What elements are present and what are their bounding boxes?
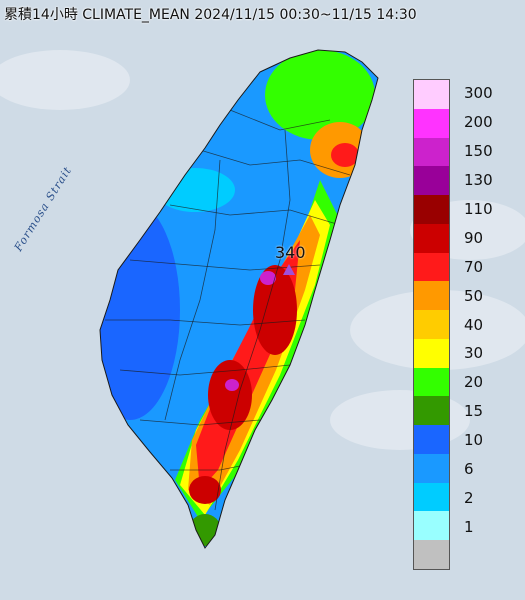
legend-label: 300 <box>464 84 493 103</box>
rain-zone-north-green <box>265 50 375 140</box>
rainfall-legend: 300 200 150 130 110 90 70 50 40 30 20 15 10 6 2 1 <box>413 79 515 570</box>
rain-zone-south-darkred <box>208 360 252 430</box>
map-title: 累積14小時 CLIMATE_MEAN 2024/11/15 00:30~11/… <box>4 7 417 23</box>
legend-label: 40 <box>464 315 484 334</box>
legend-swatch <box>414 195 449 224</box>
legend-swatch <box>414 367 449 397</box>
legend-label: 30 <box>464 344 484 363</box>
rain-zone-peak-central <box>260 271 276 285</box>
rain-zone-ne-red <box>331 143 359 167</box>
legend-label: 6 <box>464 459 474 478</box>
legend-swatch <box>414 310 449 339</box>
legend-swatch <box>414 252 449 282</box>
legend-label: 2 <box>464 488 474 507</box>
legend-swatch <box>414 425 449 454</box>
legend-swatch <box>414 511 449 541</box>
legend-swatch <box>414 453 449 483</box>
legend-label: 130 <box>464 171 493 190</box>
taiwan-coastline <box>99 49 379 549</box>
legend-swatch <box>414 540 449 570</box>
legend-swatch <box>414 166 449 196</box>
legend-swatch <box>414 137 449 167</box>
legend-label: 200 <box>464 113 493 132</box>
legend-labels: 300 200 150 130 110 90 70 50 40 30 20 15 10 6 2 1 <box>413 79 515 570</box>
legend-label: 110 <box>464 199 493 218</box>
legend-label: 90 <box>464 228 484 247</box>
rain-zone-peak-south <box>225 379 239 391</box>
legend-label: 15 <box>464 402 484 421</box>
legend-swatch <box>414 80 449 109</box>
legend-label: 70 <box>464 257 484 276</box>
peak-value-label: 340 <box>275 243 306 262</box>
legend-color-bar <box>413 79 450 570</box>
legend-label: 50 <box>464 286 484 305</box>
legend-label: 20 <box>464 373 484 392</box>
legend-label: 1 <box>464 517 474 536</box>
legend-label: 10 <box>464 431 484 450</box>
rain-zone-southtip <box>189 476 221 504</box>
legend-label: 150 <box>464 142 493 161</box>
legend-swatch <box>414 281 449 311</box>
legend-swatch <box>414 223 449 253</box>
peak-marker-icon <box>283 264 295 275</box>
legend-swatch <box>414 108 449 138</box>
legend-swatch <box>414 482 449 512</box>
rain-zone-central-darkred <box>253 265 297 355</box>
legend-swatch <box>414 396 449 426</box>
legend-swatch <box>414 338 449 368</box>
